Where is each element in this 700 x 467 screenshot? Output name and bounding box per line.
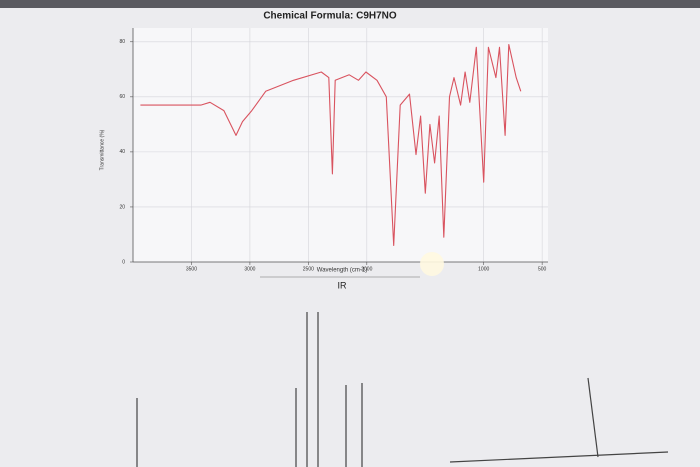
- screen-edge: [0, 0, 700, 8]
- chart-title: Chemical Formula: C9H7NO: [263, 11, 397, 22]
- x-tick-label: 1000: [478, 266, 489, 272]
- x-axis-label: Wavelength (cm-1): [317, 268, 367, 274]
- x-tick-label: 2500: [303, 266, 314, 272]
- y-tick-label: 40: [119, 149, 125, 155]
- peak: [587, 377, 599, 458]
- baseline: [449, 451, 669, 463]
- spectrum-line: [140, 43, 522, 247]
- subtitle: IR: [338, 280, 348, 290]
- y-tick-label: 80: [119, 39, 125, 45]
- x-tick-label: 2000: [361, 266, 372, 272]
- y-tick-label: 20: [119, 204, 125, 210]
- plot-area: [133, 28, 548, 262]
- x-tick-label: 3500: [186, 266, 197, 272]
- y-tick-label: 60: [119, 94, 125, 100]
- lower-spectrum: [136, 312, 669, 467]
- x-tick-label: 500: [538, 266, 547, 272]
- x-tick-label: 3000: [244, 266, 255, 272]
- glare: [420, 252, 444, 276]
- y-axis-label: Transmittance (%): [99, 129, 105, 170]
- y-tick-label: 0: [122, 259, 125, 265]
